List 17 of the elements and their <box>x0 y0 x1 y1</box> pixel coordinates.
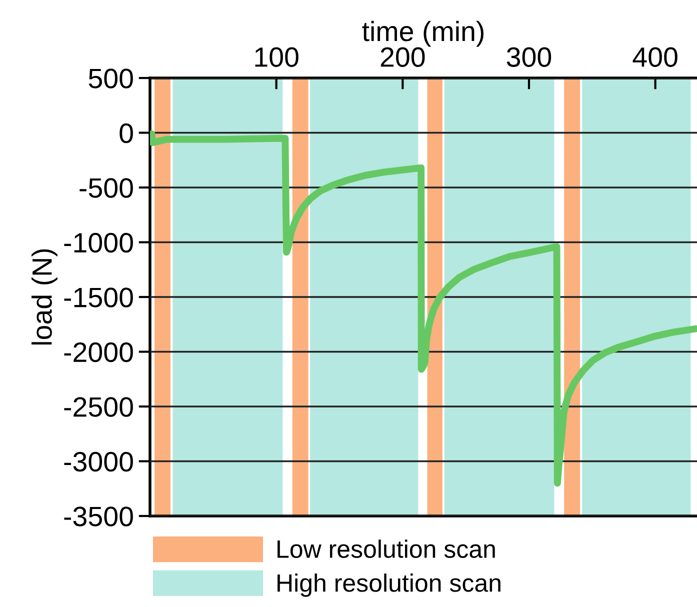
y-tick-label: -1000 <box>64 232 133 253</box>
legend-label: High resolution scan <box>278 574 500 597</box>
x-tick-label: 300 <box>506 47 552 67</box>
x-tick-label: 200 <box>380 47 425 67</box>
y-tick-label: -3500 <box>64 506 133 526</box>
x-tick-label: 100 <box>255 47 298 67</box>
y-tick-label: -2500 <box>64 397 133 417</box>
y-tick-label: 0 <box>120 123 133 144</box>
y-tick-label: -500 <box>80 178 133 198</box>
legend-label: Low resolution scan <box>278 540 495 558</box>
y-tick-label: -1500 <box>64 288 133 308</box>
y-tick-label: -2000 <box>64 342 133 362</box>
x-tick-label: 400 <box>632 47 678 67</box>
y-tick-label: 500 <box>88 68 133 88</box>
y-tick-label: -3000 <box>64 452 133 472</box>
y-axis-title: load (N) <box>32 249 58 345</box>
x-axis-title: time (min) <box>362 20 484 47</box>
